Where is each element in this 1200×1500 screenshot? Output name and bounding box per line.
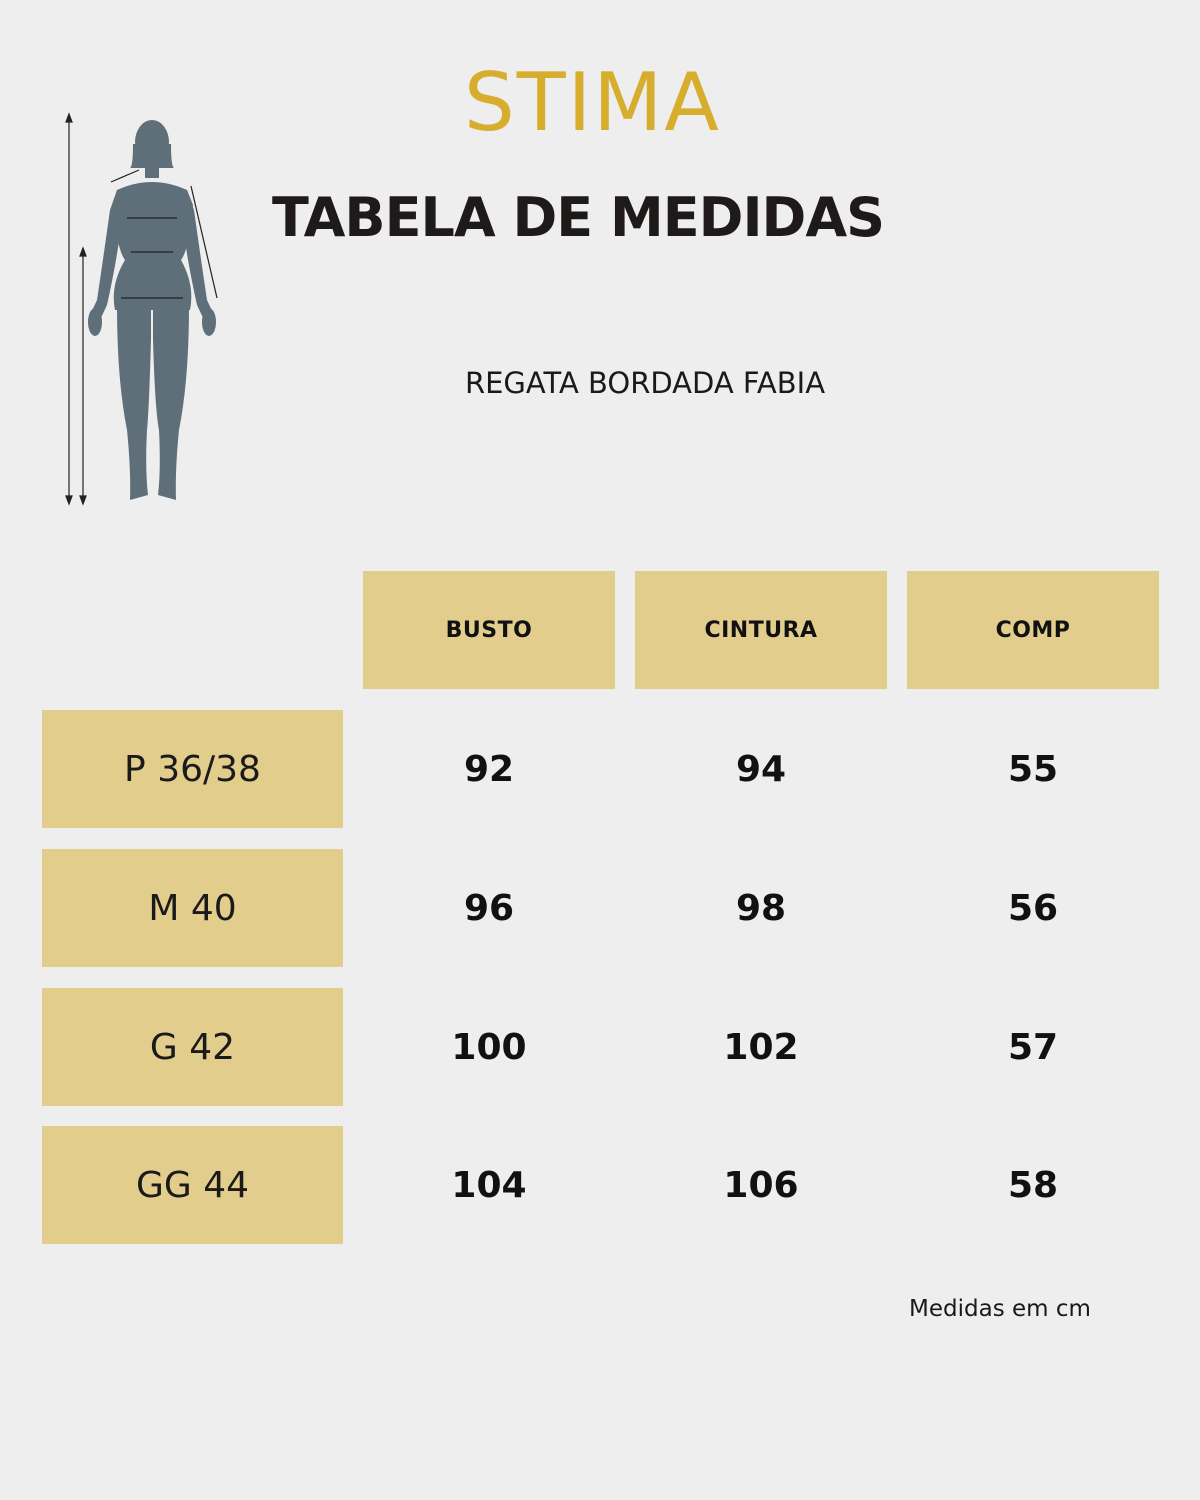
column-header-cintura: CINTURA — [635, 571, 887, 689]
product-name: REGATA BORDADA FABIA — [464, 366, 826, 400]
table-cell: 104 — [451, 1164, 527, 1206]
table-cell: 56 — [1007, 887, 1059, 929]
table-cell: 55 — [1007, 748, 1059, 790]
table-cell: 100 — [451, 1026, 527, 1068]
table-cell: 98 — [735, 887, 787, 929]
page-title: TABELA DE MEDIDAS — [272, 186, 885, 249]
column-header-busto: BUSTO — [363, 571, 615, 689]
table-cell: 96 — [463, 887, 515, 929]
brand-logo: STIMA — [464, 56, 721, 140]
brand-logo-text: STIMA — [464, 56, 721, 140]
female-body-measurement-icon — [65, 112, 218, 506]
table-cell: 106 — [723, 1164, 799, 1206]
table-cell: 92 — [463, 748, 515, 790]
size-label: G 42 — [42, 988, 343, 1106]
table-cell: 102 — [723, 1026, 799, 1068]
size-label: P 36/38 — [42, 710, 343, 828]
column-header-comp: COMP — [907, 571, 1159, 689]
size-label: GG 44 — [42, 1126, 343, 1244]
table-cell: 94 — [735, 748, 787, 790]
table-cell: 58 — [1007, 1164, 1059, 1206]
table-cell: 57 — [1007, 1026, 1059, 1068]
units-footnote: Medidas em cm — [909, 1296, 1091, 1322]
size-label: M 40 — [42, 849, 343, 967]
